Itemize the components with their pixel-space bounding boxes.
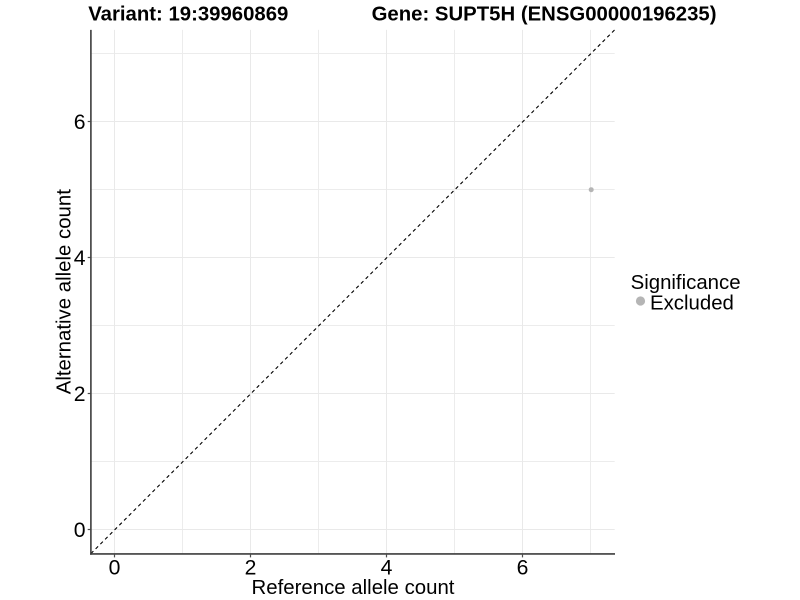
svg-text:2: 2 (74, 383, 86, 406)
svg-text:4: 4 (74, 247, 86, 270)
svg-text:4: 4 (381, 557, 393, 580)
svg-text:Significance: Significance (631, 272, 741, 294)
svg-text:Alternative allele count: Alternative allele count (53, 189, 75, 394)
svg-text:6: 6 (74, 111, 86, 134)
svg-text:Gene: SUPT5H (ENSG00000196235): Gene: SUPT5H (ENSG00000196235) (372, 3, 717, 25)
svg-text:Excluded: Excluded (650, 293, 734, 315)
svg-text:0: 0 (109, 557, 121, 580)
svg-text:0: 0 (74, 519, 86, 542)
svg-text:Reference allele count: Reference allele count (252, 577, 455, 599)
svg-text:Variant: 19:39960869: Variant: 19:39960869 (88, 3, 288, 25)
svg-text:6: 6 (517, 557, 529, 580)
svg-text:2: 2 (245, 557, 257, 580)
